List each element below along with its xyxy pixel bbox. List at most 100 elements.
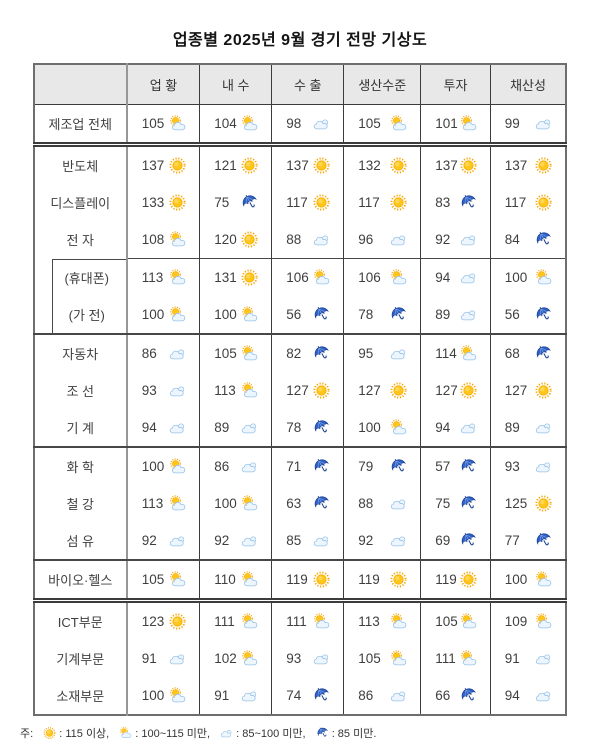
index-value: 106: [286, 270, 309, 285]
row-label: 기 계: [33, 409, 128, 448]
index-value: 100: [504, 572, 528, 587]
umbrella-icon: [458, 531, 479, 550]
umbrella-icon: [311, 305, 332, 324]
umbrella-icon: [458, 686, 479, 705]
value-cell: 68: [489, 334, 567, 372]
value-cell: 109: [489, 600, 567, 640]
index-value: 93: [141, 383, 157, 398]
row-label: 조 선: [33, 372, 128, 409]
index-value: 78: [358, 307, 374, 322]
index-value: 100: [214, 496, 237, 511]
sun-icon: [533, 381, 554, 400]
row-label-text: 반도체: [62, 159, 99, 174]
index-value: 56: [504, 307, 520, 322]
index-value: 100: [214, 307, 237, 322]
index-value: 92: [435, 232, 451, 247]
cloud-icon: [167, 344, 188, 363]
row-label-text: 소재부문: [56, 689, 105, 704]
index-value: 92: [141, 533, 157, 548]
sun-icon: [533, 193, 554, 212]
index-value: 100: [141, 459, 165, 474]
value-cell: 133: [126, 184, 200, 221]
sun-icon: [239, 156, 260, 175]
index-value: 101: [435, 116, 458, 131]
value-cell: 84: [489, 221, 567, 259]
value-cell: 100: [489, 560, 567, 603]
value-cell: 137: [271, 144, 344, 184]
legend-item-text: : 115 이상,: [59, 728, 113, 740]
table-row: (가 전) 100 100 56 78 89 56: [33, 296, 567, 335]
index-value: 77: [504, 533, 520, 548]
index-value: 105: [358, 116, 381, 131]
row-label: ICT부문: [33, 600, 128, 640]
index-value: 105: [214, 346, 237, 361]
sun-behind-cloud-icon: [388, 114, 409, 133]
index-value: 89: [435, 307, 451, 322]
value-cell: 110: [199, 560, 272, 603]
value-cell: 89: [199, 409, 272, 448]
index-value: 83: [435, 195, 451, 210]
index-value: 109: [504, 614, 528, 629]
value-cell: 127: [489, 372, 567, 409]
cloud-icon: [239, 686, 260, 705]
value-cell: 120: [199, 221, 272, 259]
cloud-icon: [533, 649, 554, 668]
sun-behind-cloud-icon: [311, 612, 332, 631]
sun-behind-cloud-icon: [167, 230, 188, 249]
row-label-text: ICT부문: [57, 615, 103, 630]
umbrella-icon: [239, 193, 260, 212]
umbrella-icon: [315, 726, 330, 740]
value-cell: 92: [199, 522, 272, 561]
index-value: 133: [141, 195, 165, 210]
table-row: 디스플레이 133 75 117 117 83 117: [33, 184, 567, 221]
cloud-icon: [533, 418, 554, 437]
index-value: 98: [286, 116, 302, 131]
cloud-icon: [388, 494, 409, 513]
sun-behind-cloud-icon: [239, 381, 260, 400]
value-cell: 123: [126, 600, 200, 640]
legend-item-text: : 100~115 미만,: [135, 728, 214, 740]
value-cell: 96: [343, 221, 421, 259]
column-header-2: 수 출: [271, 64, 344, 105]
umbrella-icon: [533, 305, 554, 324]
index-value: 79: [358, 459, 374, 474]
value-cell: 117: [271, 184, 344, 221]
value-cell: 111: [420, 640, 491, 677]
sun-icon: [388, 156, 409, 175]
index-value: 82: [286, 346, 302, 361]
index-value: 113: [141, 270, 164, 285]
value-cell: 102: [199, 640, 272, 677]
column-header-1: 내 수: [199, 64, 272, 105]
index-value: 104: [214, 116, 237, 131]
sun-icon: [458, 156, 479, 175]
row-label-text: (가 전): [68, 308, 105, 323]
value-cell: 92: [420, 221, 491, 259]
value-cell: 86: [126, 334, 200, 372]
row-label: (가 전): [33, 296, 128, 335]
value-cell: 75: [199, 184, 272, 221]
value-cell: 86: [199, 447, 272, 485]
table-row: 기계부문 91 102 93 105 111 91: [33, 640, 567, 677]
legend-item-text: : 85 미만.: [331, 728, 377, 740]
sun-behind-cloud-icon: [388, 612, 409, 631]
umbrella-icon: [458, 494, 479, 513]
index-value: 127: [358, 383, 381, 398]
value-cell: 117: [343, 184, 421, 221]
row-label-text: 조 선: [66, 384, 94, 399]
sun-icon: [311, 570, 332, 589]
index-value: 56: [286, 307, 302, 322]
index-value: 85: [286, 533, 302, 548]
cloud-icon: [458, 305, 479, 324]
value-cell: 92: [126, 522, 200, 561]
cloud-icon: [311, 230, 332, 249]
index-value: 89: [504, 420, 520, 435]
value-cell: 69: [420, 522, 491, 561]
table-row: 철 강 113 100 63 88 75 125: [33, 485, 567, 522]
value-cell: 94: [126, 409, 200, 448]
row-label: 바이오·헬스: [33, 560, 128, 603]
value-cell: 100: [199, 485, 272, 522]
row-label-text: 제조업 전체: [48, 117, 112, 132]
value-cell: 105: [343, 640, 421, 677]
sun-behind-cloud-icon: [239, 494, 260, 513]
index-value: 88: [286, 232, 302, 247]
